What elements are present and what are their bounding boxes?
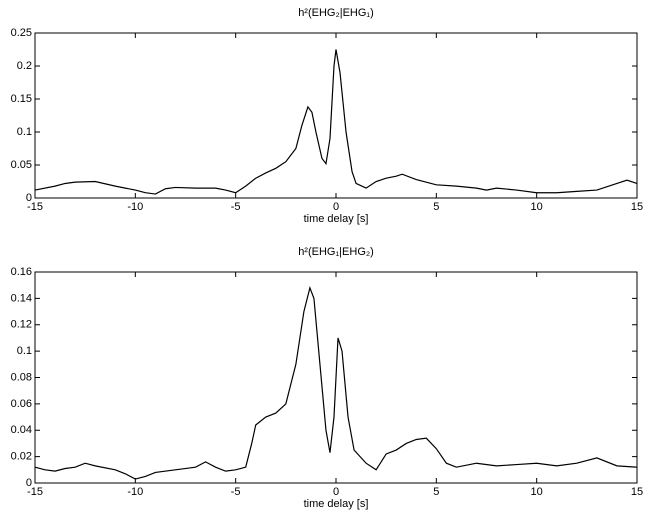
y-tick-label: 0.1 (17, 345, 32, 357)
y-tick-label: 0.04 (11, 424, 32, 436)
x-tick-label: 15 (631, 201, 643, 213)
y-tick-label: 0.08 (11, 371, 32, 383)
chart-title: h²(EHG₂|EHG₁) (298, 7, 374, 19)
y-tick-label: 0.02 (11, 451, 32, 463)
x-tick-label: -5 (231, 201, 241, 213)
x-tick-label: 5 (433, 201, 439, 213)
x-tick-label: -15 (27, 201, 43, 213)
y-tick-label: 0.16 (11, 266, 32, 278)
y-tick-label: 0.12 (11, 319, 32, 331)
x-tick-label: 10 (531, 486, 543, 498)
x-axis-label: time delay [s] (304, 498, 369, 510)
x-tick-label: 5 (433, 486, 439, 498)
data-line (34, 49, 638, 195)
x-tick-label: -10 (127, 201, 143, 213)
chart-title: h²(EHG₁|EHG₂) (298, 246, 374, 258)
y-tick-label: 0.2 (17, 60, 32, 72)
y-tick-label: 0.25 (11, 27, 32, 39)
x-tick-label: 0 (333, 201, 339, 213)
x-tick-label: 10 (531, 201, 543, 213)
y-tick-label: 0.06 (11, 398, 32, 410)
x-tick-label: 0 (333, 486, 339, 498)
x-tick-label: -5 (231, 486, 241, 498)
y-tick-label: 0.15 (11, 93, 32, 105)
x-tick-label: 15 (631, 486, 643, 498)
y-tick-label: 0 (26, 192, 32, 204)
x-axis-label: time delay [s] (304, 213, 369, 225)
plot-frame (34, 32, 638, 199)
y-tick-label: 0.14 (11, 292, 32, 304)
x-tick-label: -10 (127, 486, 143, 498)
y-tick-label: 0.1 (17, 126, 32, 138)
y-tick-label: 0.05 (11, 159, 32, 171)
y-tick-label: 0 (26, 477, 32, 489)
x-tick-label: -15 (27, 486, 43, 498)
data-line (34, 285, 638, 480)
